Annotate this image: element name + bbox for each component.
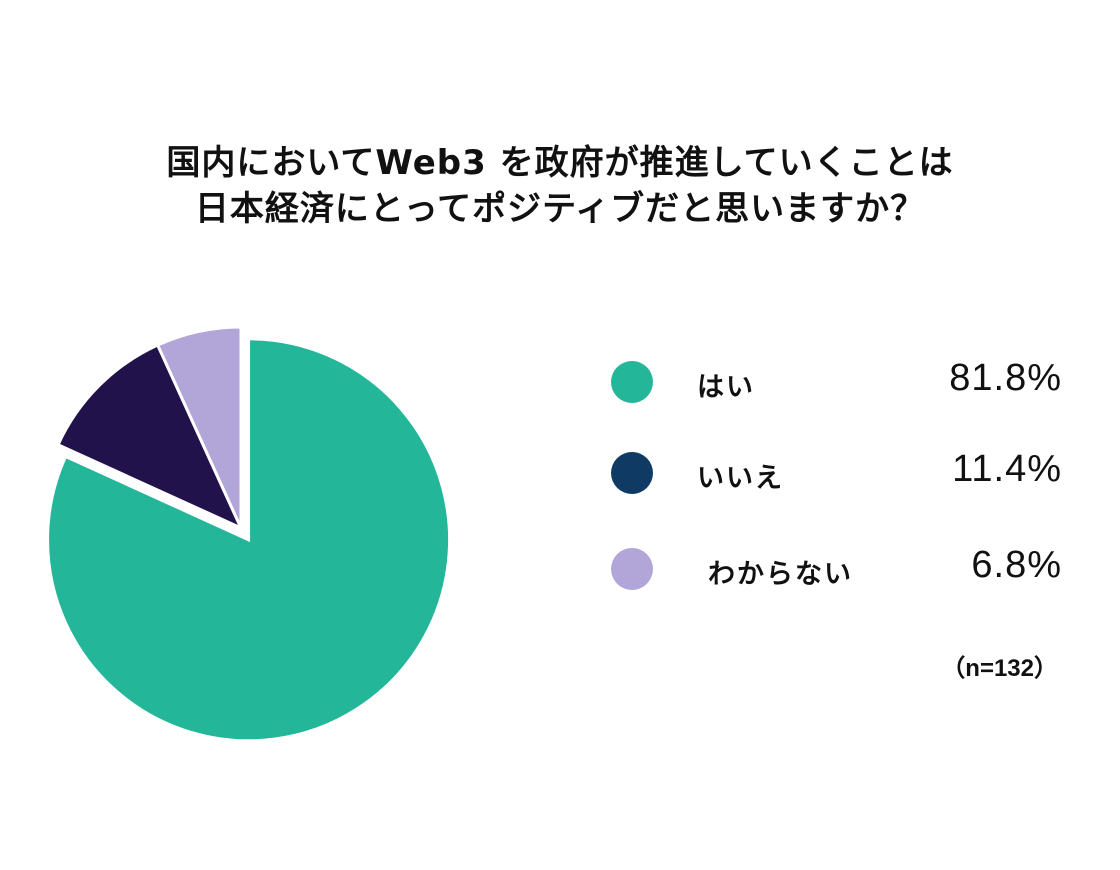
legend-label-unknown: わからない bbox=[708, 559, 853, 590]
legend-item-unknown: わからない 6.8% bbox=[0, 544, 1120, 594]
chart-title-line-2: 日本経済にとってポジティブだと思いますか？ bbox=[194, 189, 926, 229]
legend-swatch-yes bbox=[611, 361, 653, 403]
legend-item-no: いいえ 11.4% bbox=[0, 448, 1120, 498]
legend-value-unknown: 6.8% bbox=[971, 544, 1062, 586]
chart-title: 国内においてWeb3 を政府が推進していくことは 日本経済にとってポジティブだと… bbox=[0, 140, 1120, 232]
legend-swatch-no bbox=[611, 452, 653, 494]
pie-slice-unknown bbox=[155, 325, 243, 529]
pie-slice-yes bbox=[46, 337, 452, 743]
legend-item-yes: はい 81.8% bbox=[0, 357, 1120, 407]
legend-swatch-unknown bbox=[611, 548, 653, 590]
legend-label-no: いいえ bbox=[697, 463, 784, 494]
sample-size-note: （n=132） bbox=[941, 655, 1058, 682]
legend-value-yes: 81.8% bbox=[949, 357, 1062, 399]
pie-slice-no bbox=[56, 343, 245, 532]
legend-label-yes: はい bbox=[697, 372, 755, 403]
chart-title-line-1: 国内においてWeb3 を政府が推進していくことは bbox=[166, 143, 954, 183]
legend-value-no: 11.4% bbox=[952, 448, 1062, 490]
